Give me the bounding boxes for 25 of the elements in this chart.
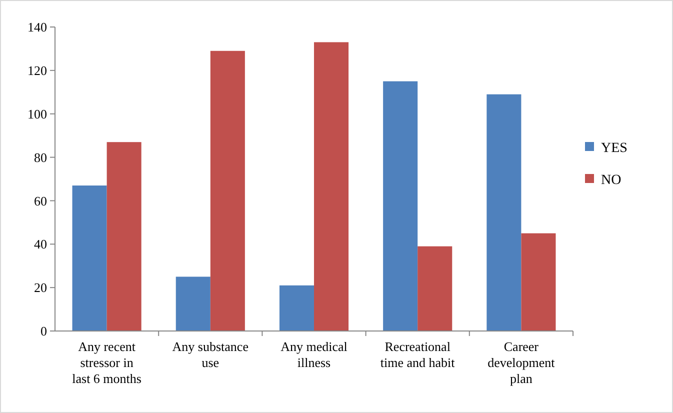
y-tick-label: 40 [34,236,47,252]
bar [176,276,210,331]
bar [72,186,107,331]
y-tick-label: 20 [34,280,47,296]
x-tick-label: Career development plan [488,339,556,386]
bar [486,94,522,331]
bar [279,285,314,331]
y-tick-label: 0 [40,324,47,339]
bar [314,42,349,331]
bar [383,81,418,331]
y-tick-label: 100 [28,106,47,122]
legend-label: YES [601,140,628,156]
bar [418,246,452,331]
y-tick-label: 80 [34,150,47,165]
y-tick-label: 140 [28,20,47,35]
x-tick-label: Any medical illness [280,339,348,370]
legend-label: NO [601,172,622,188]
bar [521,233,556,331]
x-tick-label: Any recent stressor in last 6 months [72,339,142,386]
y-tick-label: 60 [34,193,47,208]
bar [106,142,142,331]
bar [210,50,245,331]
y-tick-label: 120 [28,62,47,78]
x-tick-label: Recreational time and habit [380,339,456,370]
x-tick-label: Any substance use [172,339,249,370]
